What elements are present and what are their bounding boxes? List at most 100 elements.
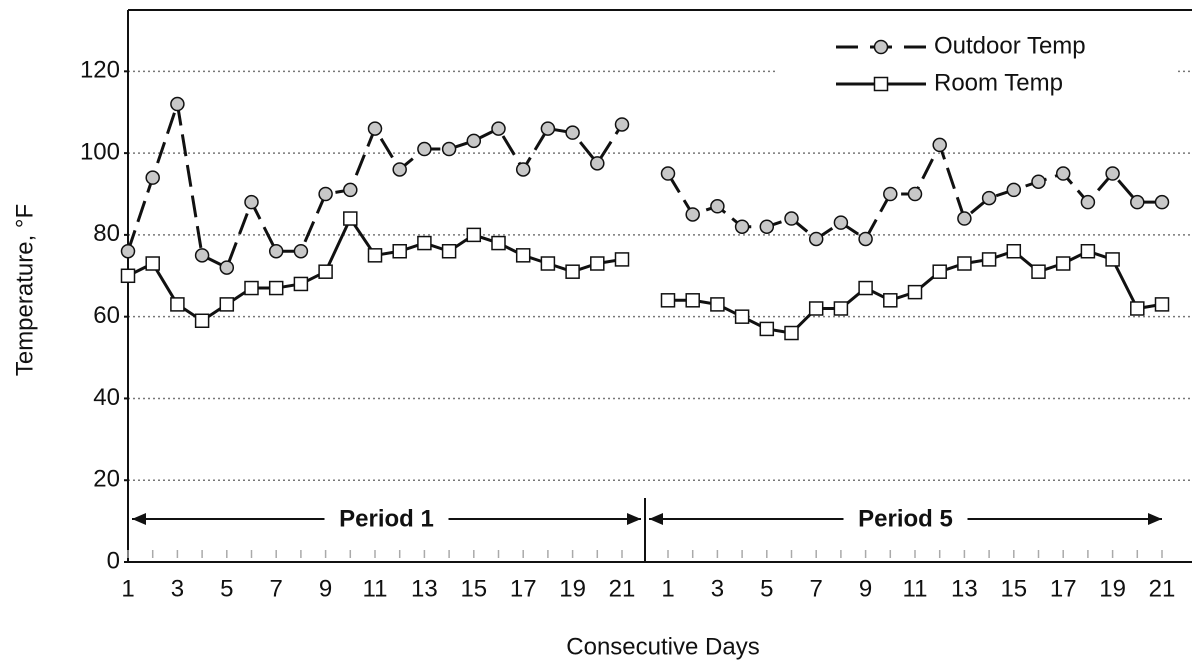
data-point	[1055, 166, 1071, 181]
x-tick-label: 11	[903, 575, 928, 602]
data-point	[957, 211, 972, 226]
data-point	[293, 243, 309, 259]
x-tick-label: 7	[270, 575, 283, 602]
data-point	[883, 186, 898, 202]
x-tick-label: 13	[411, 575, 438, 602]
x-tick-label: 5	[760, 575, 773, 602]
data-point	[417, 141, 432, 157]
data-point	[515, 248, 531, 263]
data-point	[614, 117, 630, 132]
data-point	[784, 325, 799, 341]
data-point	[515, 162, 531, 177]
data-point	[858, 280, 873, 296]
data-point	[1130, 301, 1145, 316]
x-tick-label: 17	[1050, 575, 1077, 602]
data-point	[1154, 194, 1170, 210]
data-point	[441, 141, 457, 157]
data-point	[957, 256, 972, 271]
data-point	[219, 260, 235, 275]
data-point	[194, 313, 210, 329]
y-tick-label: 60	[93, 302, 120, 329]
data-point	[981, 252, 997, 267]
data-point	[244, 280, 259, 296]
data-point	[660, 166, 676, 181]
data-point	[981, 190, 997, 206]
data-point	[932, 137, 947, 153]
x-tick-label: 3	[711, 575, 724, 602]
legend-label: Outdoor Temp	[934, 32, 1086, 59]
data-point	[1055, 256, 1071, 271]
x-tick-label: 1	[121, 575, 134, 602]
data-point	[784, 211, 799, 226]
x-tick-label: 21	[1149, 575, 1176, 602]
data-point	[417, 235, 432, 251]
data-point	[1006, 182, 1022, 198]
data-point	[268, 243, 284, 259]
data-point	[1130, 194, 1145, 210]
data-point	[367, 248, 383, 263]
x-tick-label: 19	[1099, 575, 1126, 602]
data-point	[833, 215, 849, 230]
period-label-bg	[843, 505, 968, 533]
arrow-head	[132, 513, 146, 525]
data-point	[932, 264, 947, 279]
x-tick-label: 21	[609, 575, 636, 602]
data-point	[343, 211, 358, 226]
x-tick-label: 19	[559, 575, 586, 602]
data-point	[392, 243, 407, 259]
data-point	[491, 235, 506, 251]
data-point	[367, 121, 383, 136]
data-point	[268, 280, 284, 296]
data-point	[466, 227, 482, 243]
data-point	[660, 293, 676, 308]
data-point	[219, 297, 235, 312]
data-point	[293, 276, 309, 292]
data-point	[540, 256, 556, 271]
data-point	[759, 321, 775, 337]
y-tick-label: 0	[107, 547, 120, 574]
data-point	[858, 231, 873, 247]
x-axis-label: Consecutive Days	[566, 633, 759, 660]
data-point	[1080, 243, 1096, 259]
x-tick-label: 5	[220, 575, 233, 602]
data-point	[120, 243, 136, 259]
data-point	[614, 252, 630, 267]
legend-marker	[873, 39, 889, 55]
data-point	[318, 186, 333, 202]
legend-label: Room Temp	[934, 69, 1063, 96]
data-point	[1154, 297, 1170, 312]
x-tick-label: 9	[859, 575, 872, 602]
data-point	[491, 121, 506, 136]
y-tick-label: 100	[80, 138, 120, 165]
legend-marker	[873, 76, 889, 92]
data-point	[145, 256, 160, 271]
x-tick-label: 11	[363, 575, 388, 602]
data-point	[343, 182, 358, 198]
data-point	[120, 268, 136, 284]
data-point	[170, 297, 185, 312]
x-tick-label: 9	[319, 575, 332, 602]
period-label-bg	[324, 505, 449, 533]
data-point	[734, 309, 750, 324]
x-tick-label: 17	[510, 575, 537, 602]
data-point	[590, 156, 605, 171]
y-tick-label: 40	[93, 384, 120, 411]
data-point	[685, 207, 700, 222]
data-point	[1031, 264, 1046, 279]
data-point	[145, 170, 160, 185]
arrow-head	[649, 513, 663, 525]
x-tick-label: 7	[810, 575, 823, 602]
data-point	[833, 301, 849, 316]
x-tick-label: 15	[460, 575, 487, 602]
data-point	[1105, 252, 1120, 267]
data-point	[1031, 174, 1046, 189]
y-tick-label: 20	[93, 466, 120, 493]
data-point	[540, 121, 556, 136]
period-label: Period 1	[339, 505, 434, 532]
x-tick-label: 3	[171, 575, 184, 602]
data-point	[565, 264, 580, 279]
y-axis-label: Temperature, °F	[11, 204, 38, 376]
data-point	[565, 125, 580, 140]
data-point	[710, 199, 725, 214]
